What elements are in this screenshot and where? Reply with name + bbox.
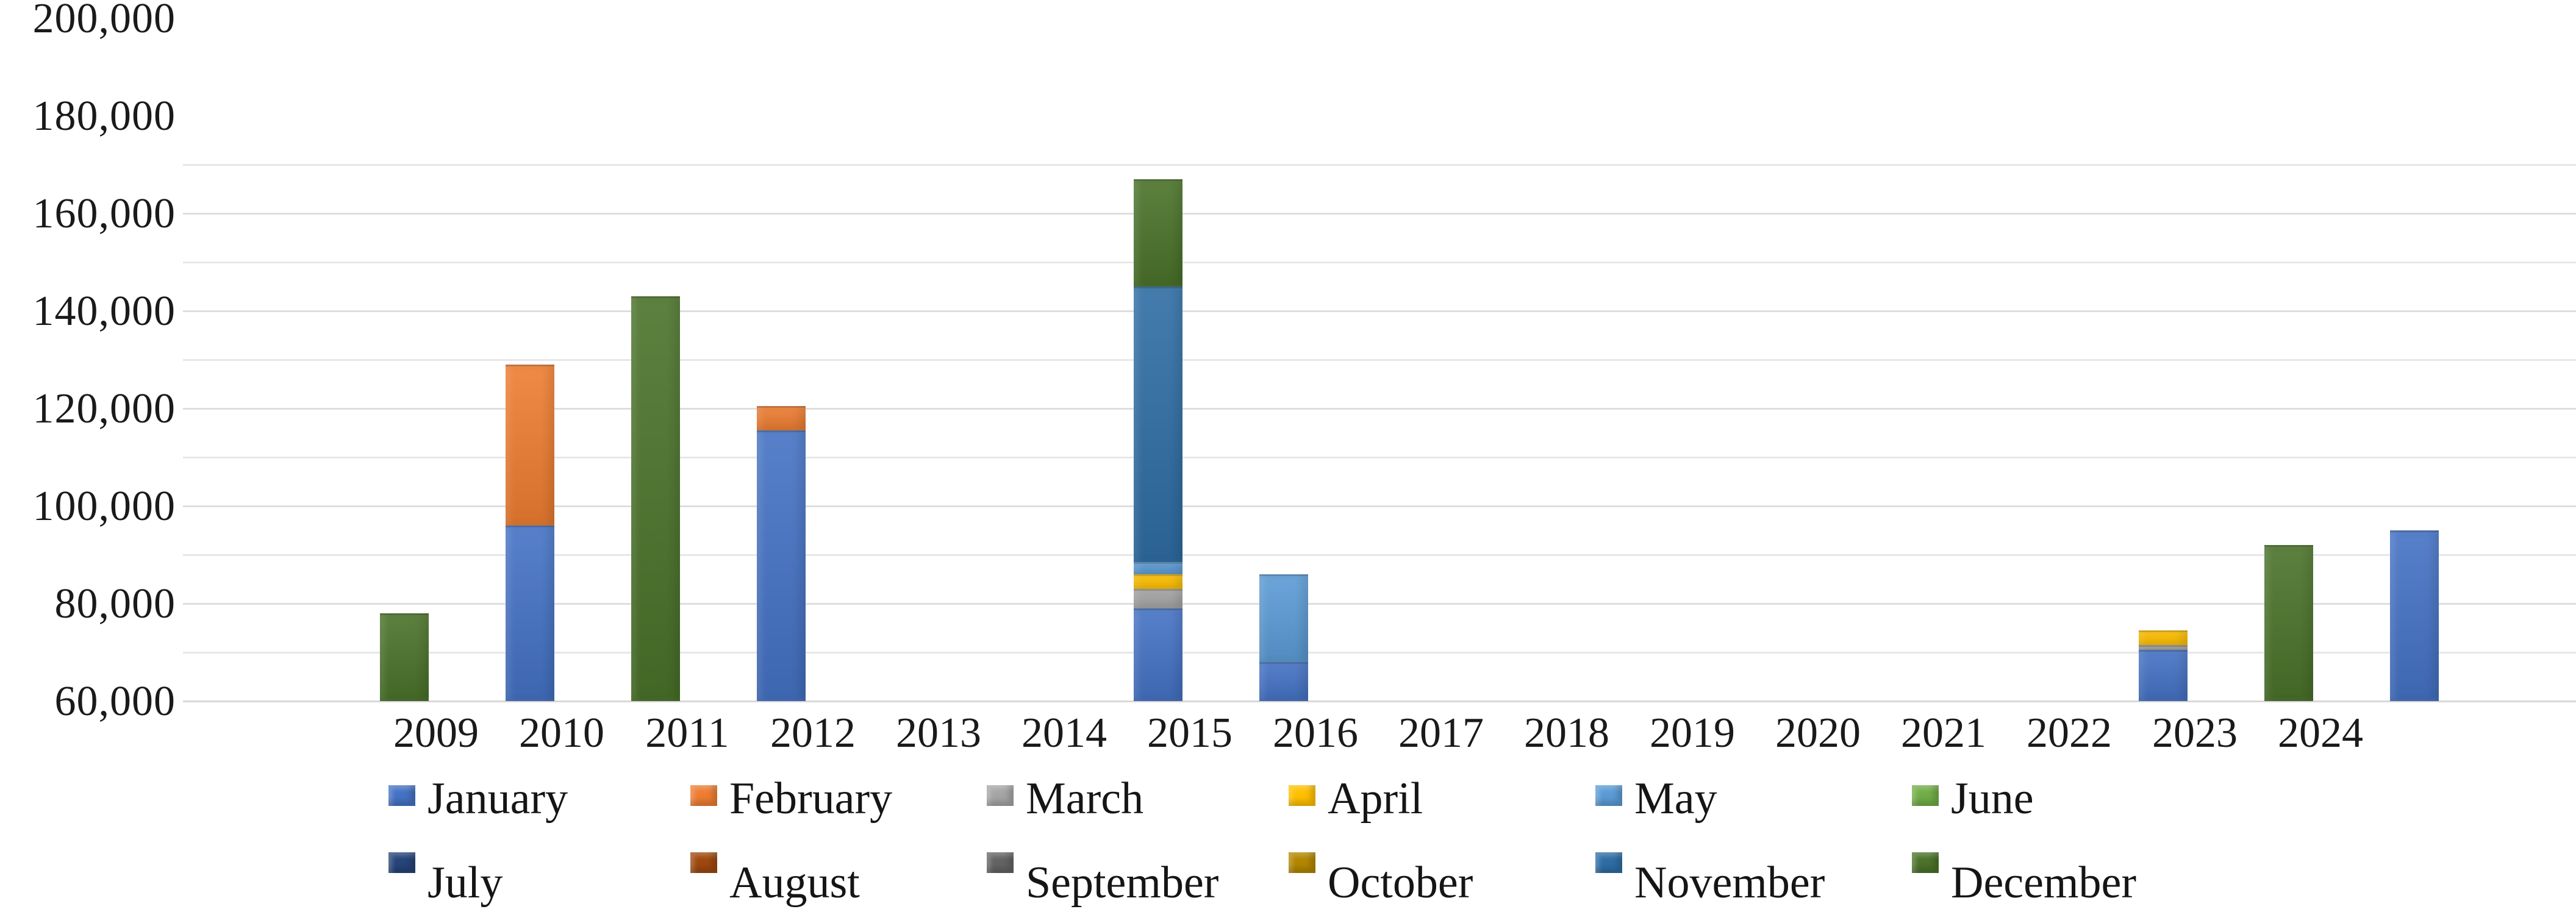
legend-label-june: June xyxy=(1951,774,2034,824)
bar-segment-2016-may xyxy=(1259,574,1308,662)
y-tick-label-180000: 180,000 xyxy=(32,93,176,140)
legend-label-october: October xyxy=(1328,858,1473,908)
legend-label-september: September xyxy=(1026,858,1219,908)
legend-item-november: November xyxy=(1595,846,1825,907)
legend-item-february: February xyxy=(690,775,892,823)
legend-item-september: September xyxy=(987,846,1218,907)
legend-item-may: May xyxy=(1595,775,1717,823)
legend-label-august: August xyxy=(729,858,860,908)
legend-swatch-august xyxy=(690,852,717,873)
gridline-160000 xyxy=(183,213,2576,215)
gridline-170000 xyxy=(183,164,2576,166)
gridline-120000 xyxy=(183,408,2576,410)
x-tick-label-2016: 2016 xyxy=(1273,710,1358,757)
legend-swatch-april xyxy=(1289,785,1315,806)
legend-swatch-june xyxy=(1912,785,1939,806)
y-tick-label-80000: 80,000 xyxy=(54,580,176,627)
bar-segment-2015-april xyxy=(1134,574,1182,589)
legend-label-may: May xyxy=(1634,774,1717,824)
x-tick-label-2013: 2013 xyxy=(896,710,981,757)
legend-swatch-may xyxy=(1595,785,1622,806)
gridline-60000 xyxy=(183,700,2576,702)
gridline-100000 xyxy=(183,505,2576,507)
legend-item-march: March xyxy=(987,775,1143,823)
bar-segment-2024-december xyxy=(2264,545,2313,701)
bar-segment-2012-february xyxy=(757,406,806,430)
legend-swatch-september xyxy=(987,852,1014,873)
legend-label-december: December xyxy=(1951,858,2137,908)
legend-item-april: April xyxy=(1289,775,1423,823)
x-tick-label-2021: 2021 xyxy=(1901,710,1986,757)
bar-segment-2012-january xyxy=(757,430,806,701)
gridline-140000 xyxy=(183,310,2576,312)
legend-label-january: January xyxy=(428,774,568,824)
x-tick-label-2023: 2023 xyxy=(2152,710,2238,757)
bar-segment-2023-april xyxy=(2139,630,2188,645)
legend-item-june: June xyxy=(1912,775,2034,823)
bar-segment-2010-february xyxy=(506,365,554,526)
legend-item-december: December xyxy=(1912,846,2136,907)
x-tick-label-2010: 2010 xyxy=(519,710,604,757)
bar-segment-2010-january xyxy=(506,526,554,701)
x-tick-label-2024: 2024 xyxy=(2278,710,2363,757)
bar-segment-last-january xyxy=(2390,530,2439,701)
x-tick-label-2022: 2022 xyxy=(2027,710,2112,757)
bar-segment-2011-december xyxy=(631,296,680,701)
legend-item-july: July xyxy=(388,846,503,907)
legend-swatch-november xyxy=(1595,852,1622,873)
legend-swatch-october xyxy=(1289,852,1315,873)
x-tick-label-2017: 2017 xyxy=(1398,710,1484,757)
legend-swatch-july xyxy=(388,852,415,873)
bar-segment-2009-december xyxy=(380,613,429,701)
gridline-130000 xyxy=(183,359,2576,361)
bar-segment-2023-march xyxy=(2139,645,2188,650)
gridline-80000 xyxy=(183,603,2576,605)
bar-segment-2015-december xyxy=(1134,179,1182,287)
bar-segment-2015-november xyxy=(1134,287,1182,562)
bar-segment-2015-march xyxy=(1134,589,1182,608)
y-tick-label-120000: 120,000 xyxy=(32,385,176,432)
legend-label-march: March xyxy=(1026,774,1144,824)
legend-item-october: October xyxy=(1289,846,1473,907)
gridline-90000 xyxy=(183,554,2576,556)
y-tick-label-100000: 100,000 xyxy=(32,483,176,530)
bar-segment-2023-january xyxy=(2139,650,2188,701)
legend-swatch-february xyxy=(690,785,717,806)
x-tick-label-2012: 2012 xyxy=(770,710,856,757)
legend-swatch-january xyxy=(388,785,415,806)
legend-label-february: February xyxy=(729,774,893,824)
y-tick-label-160000: 160,000 xyxy=(32,190,176,237)
bar-segment-2015-january xyxy=(1134,608,1182,701)
legend-swatch-december xyxy=(1912,852,1939,873)
bar-segment-2015-may xyxy=(1134,562,1182,574)
x-tick-label-2014: 2014 xyxy=(1021,710,1107,757)
gridline-150000 xyxy=(183,262,2576,263)
x-tick-label-2011: 2011 xyxy=(645,710,729,757)
y-tick-label-140000: 140,000 xyxy=(32,288,176,335)
legend-item-january: January xyxy=(388,775,568,823)
x-tick-label-2018: 2018 xyxy=(1524,710,1609,757)
x-tick-label-2019: 2019 xyxy=(1650,710,1735,757)
legend-item-august: August xyxy=(690,846,860,907)
x-tick-label-2009: 2009 xyxy=(393,710,479,757)
bar-segment-2016-january xyxy=(1259,662,1308,701)
legend-swatch-march xyxy=(987,785,1014,806)
gridline-110000 xyxy=(183,457,2576,458)
y-tick-label-200000: 200,000 xyxy=(32,0,176,42)
x-tick-label-2015: 2015 xyxy=(1147,710,1233,757)
gridline-70000 xyxy=(183,652,2576,654)
y-tick-label-60000: 60,000 xyxy=(54,678,176,725)
x-tick-label-2020: 2020 xyxy=(1775,710,1861,757)
legend-label-july: July xyxy=(428,858,503,908)
legend-label-april: April xyxy=(1328,774,1423,824)
legend-label-november: November xyxy=(1634,858,1825,908)
